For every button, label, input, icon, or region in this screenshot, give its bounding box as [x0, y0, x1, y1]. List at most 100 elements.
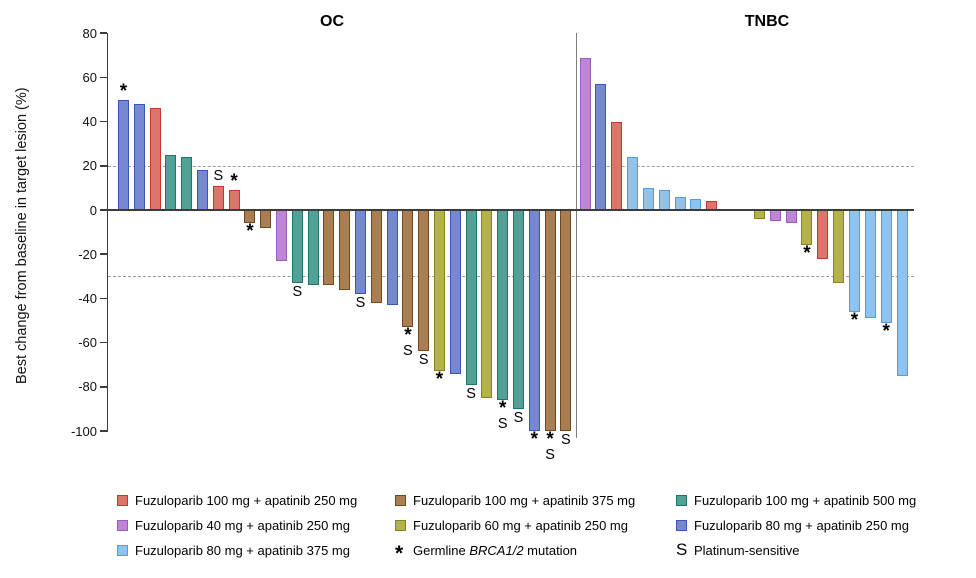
bar	[528, 210, 540, 431]
bar	[339, 210, 351, 290]
bar-annotation: *	[222, 169, 246, 193]
bar	[611, 121, 623, 210]
legend-item-f60a250: Fuzuloparib 60 mg + apatinib 250 mg	[395, 517, 628, 533]
legend-item-platinum-sensitive: S Platinum-sensitive	[676, 540, 800, 559]
legend-swatch	[395, 519, 406, 531]
bar	[307, 210, 319, 286]
y-axis-tick	[100, 430, 107, 432]
platinum-sensitive-mark: S	[213, 167, 224, 184]
legend-item-f100a375: Fuzuloparib 100 mg + apatinib 375 mg	[395, 492, 636, 508]
legend-item-f40a250: Fuzuloparib 40 mg + apatinib 250 mg	[117, 517, 350, 533]
bar	[753, 210, 765, 219]
panel-title-tnbc: TNBC	[744, 13, 790, 30]
bar-annotation: S	[459, 386, 483, 402]
bar	[880, 210, 892, 323]
bar	[674, 196, 686, 210]
bar	[627, 156, 639, 210]
platinum-sensitive-mark: S	[561, 432, 571, 448]
y-axis-tick-label: 40	[82, 114, 97, 130]
bar	[133, 103, 145, 210]
legend-swatch	[117, 544, 128, 556]
legend-label: Fuzuloparib 40 mg + apatinib 250 mg	[135, 517, 350, 533]
legend-label: Fuzuloparib 100 mg + apatinib 250 mg	[135, 492, 358, 508]
platinum-sensitive-mark: S	[355, 294, 366, 311]
y-axis-tick-label: 60	[82, 69, 97, 85]
brca-mutation-mark: *	[882, 320, 890, 342]
bar	[595, 84, 607, 210]
legend-label: Fuzuloparib 80 mg + apatinib 375 mg	[135, 542, 350, 558]
zero-baseline	[108, 209, 914, 211]
y-axis-title: Best change from baseline in target lesi…	[14, 87, 30, 384]
bar-annotation: *	[238, 221, 262, 243]
asterisk-marker-icon: *	[395, 542, 404, 565]
y-axis-tick	[100, 120, 107, 123]
platinum-sensitive-mark: S	[418, 352, 429, 369]
y-axis-tick-label: -100	[70, 423, 97, 439]
bar	[817, 210, 829, 259]
legend-item-brca-mutation: * Germline BRCA1/2 mutation	[395, 542, 578, 565]
bar	[260, 210, 272, 228]
y-axis-tick	[100, 386, 107, 388]
y-axis-tick	[100, 341, 107, 344]
brca-mutation-mark: *	[119, 80, 128, 102]
bar-annotation: S	[349, 294, 373, 311]
legend-item-f80a375: Fuzuloparib 80 mg + apatinib 375 mg	[117, 542, 350, 558]
platinum-sensitive-mark: S	[545, 447, 555, 463]
legend-swatch	[117, 494, 128, 506]
brca-mutation-mark: *	[435, 369, 444, 391]
platinum-sensitive-mark: S	[403, 343, 413, 360]
legend-item-f100a500: Fuzuloparib 100 mg + apatinib 500 mg	[676, 493, 916, 508]
brca-mutation-mark: *	[530, 429, 538, 450]
y-axis-tick	[100, 253, 107, 255]
panel-title-oc: OC	[320, 13, 344, 30]
bar	[370, 210, 382, 303]
bar	[769, 210, 781, 222]
bar-annotation: * S	[491, 398, 515, 433]
bar-annotation: * S	[396, 326, 420, 360]
platinum-sensitive-mark: S	[497, 416, 508, 433]
bar-annotation: *	[428, 369, 452, 391]
brca-mutation-mark: *	[803, 243, 811, 265]
bar	[579, 57, 591, 210]
bar	[497, 210, 509, 401]
bar-annotation: S	[507, 409, 531, 426]
bar-annotation: *	[522, 429, 546, 450]
bar-annotation: *	[795, 243, 819, 265]
y-axis-tick-label: -60	[78, 335, 97, 351]
bar	[465, 210, 477, 385]
legend-label: Fuzuloparib 100 mg + apatinib 375 mg	[413, 492, 636, 508]
bar	[149, 108, 161, 210]
bar	[165, 154, 177, 210]
y-axis-tick-label: 0	[89, 202, 97, 218]
bar	[896, 210, 908, 376]
platinum-sensitive-mark: S	[513, 409, 524, 426]
brca-mutation-mark: *	[850, 309, 859, 331]
s-marker-icon: S	[676, 540, 688, 559]
y-axis-tick	[100, 76, 107, 79]
bar	[212, 185, 224, 210]
bar	[434, 210, 445, 372]
bar-annotation: S	[554, 433, 578, 448]
bar-annotation: S	[206, 165, 230, 184]
bar	[402, 210, 414, 328]
bar	[181, 156, 193, 210]
bar	[228, 190, 240, 210]
bar	[642, 187, 654, 210]
legend-label: Germline BRCA1/2 mutation	[413, 542, 578, 558]
reference-line	[108, 165, 914, 167]
brca-mutation-mark: *	[230, 171, 238, 193]
legend-label: Fuzuloparib 60 mg + apatinib 250 mg	[413, 517, 628, 533]
bar	[560, 210, 572, 431]
bar	[658, 190, 670, 210]
bar	[355, 210, 366, 294]
bar	[118, 99, 129, 210]
y-axis-tick	[100, 297, 107, 300]
bar	[418, 210, 430, 352]
brca-mutation-mark: *	[246, 221, 254, 243]
y-axis-tick-label: 80	[82, 25, 97, 41]
bar	[833, 210, 845, 283]
y-axis-tick-label: -80	[78, 379, 97, 395]
reference-line	[108, 276, 914, 278]
brca-mutation-mark: *	[498, 398, 507, 420]
